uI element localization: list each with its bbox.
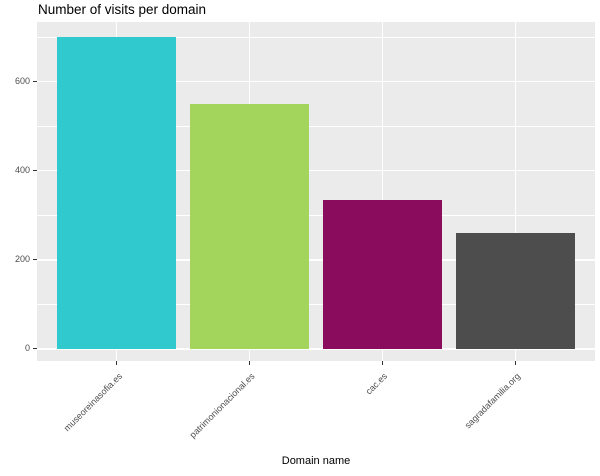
y-tick-label: 600 xyxy=(14,76,30,87)
x-tick-mark xyxy=(514,361,516,365)
bar-cac.es xyxy=(322,199,443,349)
y-tick-label: 400 xyxy=(14,165,30,176)
gridline-major xyxy=(37,259,595,261)
gridline-vertical xyxy=(514,22,516,361)
bar-patrimonionacional.es xyxy=(189,103,310,349)
x-tick-mark xyxy=(249,361,251,365)
x-tick-label: patrimonionacional.es xyxy=(187,371,257,440)
y-tick-mark xyxy=(32,81,37,83)
y-tick-mark xyxy=(32,348,37,350)
x-axis-title: Domain name xyxy=(281,455,351,467)
gridline-minor xyxy=(37,36,595,38)
plot-panel xyxy=(37,22,595,361)
y-tick-mark xyxy=(32,259,37,261)
chart-title: Number of visits per domain xyxy=(38,2,207,17)
y-tick-mark xyxy=(32,170,37,172)
gridline-vertical xyxy=(381,22,384,361)
x-tick-mark xyxy=(116,361,118,365)
bar-sagradafamilia.org xyxy=(455,233,576,349)
bar-museoreinasofia.es xyxy=(56,37,177,349)
gridline-minor xyxy=(37,214,595,216)
x-tick-label: sagradafamilia.org xyxy=(462,371,523,431)
y-tick-label: 0 xyxy=(24,343,30,354)
gridline-minor xyxy=(37,304,595,305)
x-tick-label: museoreinasofia.es xyxy=(61,371,124,434)
gridline-major xyxy=(37,348,595,350)
y-tick-label: 200 xyxy=(14,254,30,265)
x-tick-label: cac.es xyxy=(364,371,390,397)
gridline-minor xyxy=(37,125,595,127)
x-tick-mark xyxy=(381,361,383,365)
gridline-major xyxy=(37,80,595,83)
gridline-major xyxy=(37,170,595,172)
